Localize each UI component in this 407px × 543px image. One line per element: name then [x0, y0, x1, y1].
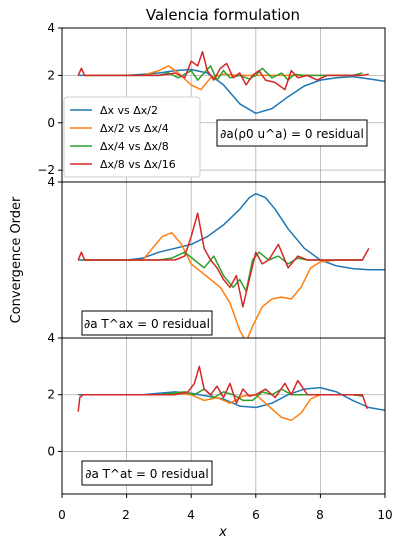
- legend-label-3: Δx/8 vs Δx/16: [100, 158, 176, 171]
- y-tick-label: 4: [47, 331, 55, 345]
- series-line-0: [78, 192, 385, 271]
- legend-label-1: Δx/2 vs Δx/4: [100, 122, 169, 135]
- panel-middle-yticks: 4: [47, 175, 62, 189]
- y-tick-label: 0: [47, 116, 55, 130]
- x-tick-label: 2: [122, 508, 130, 522]
- x-tick-label: 8: [316, 508, 324, 522]
- legend-label-2: Δx/4 vs Δx/8: [100, 140, 169, 153]
- annotation-bottom: ∂a T^at = 0 residual: [81, 460, 213, 486]
- chart-title: Valencia formulation: [146, 6, 300, 24]
- series-line-3: [77, 50, 369, 91]
- x-tick-label: 10: [377, 508, 392, 522]
- panel-bottom-axes: [61, 337, 386, 498]
- annotation-top: ∂a(ρ0 u^a) = 0 residual: [216, 119, 368, 147]
- legend-label-0: Δx vs Δx/2: [100, 104, 158, 117]
- panel-middle-series: [77, 192, 385, 338]
- legend: Δx vs Δx/2 Δx/2 vs Δx/4 Δx/4 vs Δx/8 Δx/…: [63, 96, 201, 178]
- y-tick-label: 4: [47, 175, 55, 189]
- y-tick-label: 2: [47, 388, 55, 402]
- x-tick-label: 6: [252, 508, 260, 522]
- series-line-3: [77, 212, 370, 308]
- y-tick-label: −2: [37, 163, 55, 177]
- y-tick-label: 0: [47, 444, 55, 458]
- annotation-middle-text: ∂a T^ax = 0 residual: [84, 317, 210, 331]
- panel-middle: 4: [47, 175, 386, 339]
- x-tick-label: 4: [187, 508, 195, 522]
- annotation-bottom-text: ∂a T^at = 0 residual: [85, 467, 209, 481]
- series-line-3: [77, 365, 368, 412]
- panel-bottom-series: [77, 365, 385, 422]
- x-tick-label: 0: [58, 508, 66, 522]
- x-axis-label: x: [218, 525, 227, 540]
- annotation-top-text: ∂a(ρ0 u^a) = 0 residual: [220, 127, 364, 141]
- panel-top-yticks: 4 2 0 −2: [37, 21, 62, 177]
- y-tick-label: 4: [47, 21, 55, 35]
- y-axis-label: Convergence Order: [9, 196, 24, 323]
- series-line-0: [78, 386, 385, 412]
- x-ticks: 0 2 4 6 8 10: [58, 508, 392, 522]
- panel-top-series: [77, 50, 385, 115]
- axes-frame: [61, 337, 386, 495]
- panel-bottom-yticks: 4 2 0: [47, 331, 62, 458]
- annotation-middle: ∂a T^ax = 0 residual: [81, 310, 213, 336]
- series-line-1: [84, 231, 363, 338]
- y-tick-label: 2: [47, 68, 55, 82]
